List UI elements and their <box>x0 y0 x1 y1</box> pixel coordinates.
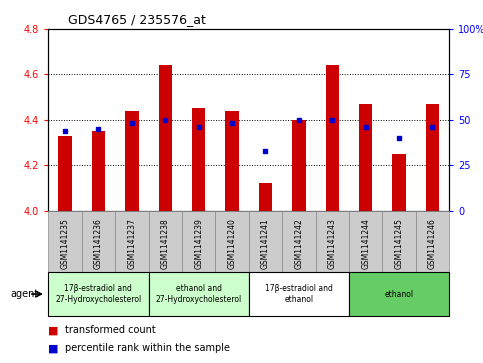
Text: GSM1141239: GSM1141239 <box>194 218 203 269</box>
Text: GSM1141242: GSM1141242 <box>294 218 303 269</box>
Text: GSM1141240: GSM1141240 <box>227 218 237 269</box>
Bar <box>326 65 339 211</box>
Text: ethanol and
27-Hydroxycholesterol: ethanol and 27-Hydroxycholesterol <box>156 284 242 304</box>
Text: 17β-estradiol and
27-Hydroxycholesterol: 17β-estradiol and 27-Hydroxycholesterol <box>55 284 142 304</box>
Text: ■: ■ <box>48 343 62 354</box>
Text: GSM1141244: GSM1141244 <box>361 218 370 269</box>
Text: GSM1141235: GSM1141235 <box>60 218 70 269</box>
Text: agent: agent <box>11 289 39 299</box>
Text: ethanol: ethanol <box>384 290 413 298</box>
Text: GSM1141236: GSM1141236 <box>94 218 103 269</box>
Text: ■: ■ <box>48 325 62 335</box>
Bar <box>226 111 239 211</box>
Bar <box>392 154 406 211</box>
Text: GSM1141238: GSM1141238 <box>161 218 170 269</box>
Bar <box>92 131 105 211</box>
Bar <box>359 104 372 211</box>
Text: GDS4765 / 235576_at: GDS4765 / 235576_at <box>69 13 206 26</box>
Bar <box>192 109 205 211</box>
Text: percentile rank within the sample: percentile rank within the sample <box>65 343 230 354</box>
Text: 17β-estradiol and
ethanol: 17β-estradiol and ethanol <box>265 284 333 304</box>
Text: GSM1141245: GSM1141245 <box>395 218 404 269</box>
Bar <box>426 104 439 211</box>
Bar <box>125 111 139 211</box>
Bar <box>259 183 272 211</box>
Text: GSM1141237: GSM1141237 <box>128 218 136 269</box>
Bar <box>58 136 71 211</box>
Text: GSM1141243: GSM1141243 <box>328 218 337 269</box>
Bar <box>292 120 306 211</box>
Bar <box>158 65 172 211</box>
Text: GSM1141241: GSM1141241 <box>261 218 270 269</box>
Text: GSM1141246: GSM1141246 <box>428 218 437 269</box>
Text: transformed count: transformed count <box>65 325 156 335</box>
